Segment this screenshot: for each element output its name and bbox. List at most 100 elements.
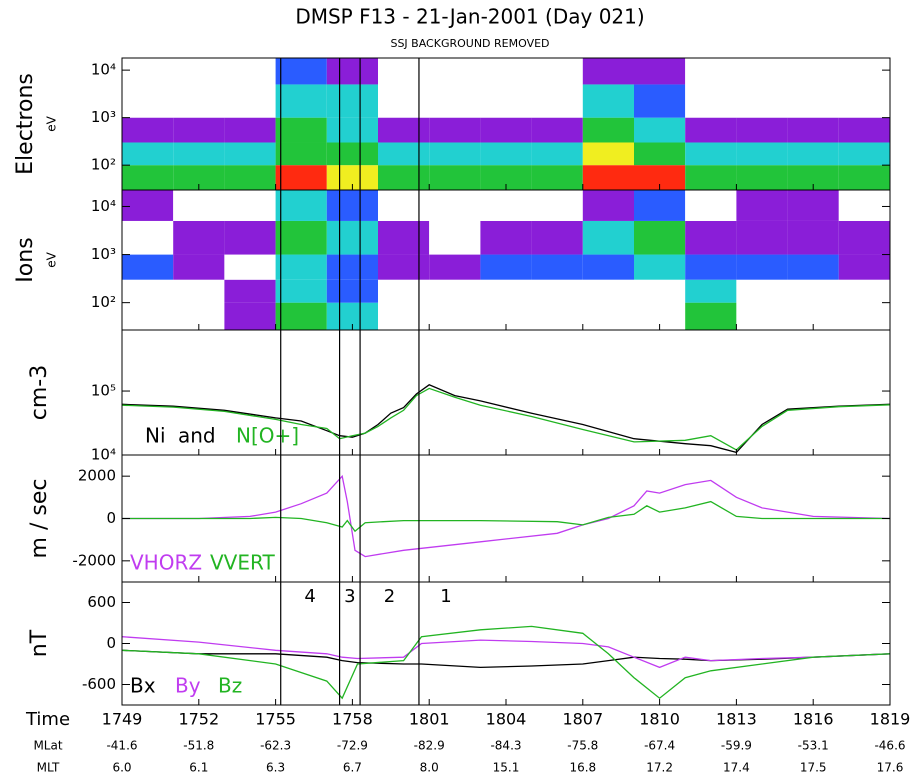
mlt-value: 17.5 bbox=[800, 761, 827, 775]
data-line bbox=[121, 387, 891, 451]
x-tick-label: 1749 bbox=[102, 710, 143, 729]
spectrogram-cell bbox=[736, 58, 788, 85]
mlat-value: -41.6 bbox=[106, 739, 137, 753]
mlat-value: -59.9 bbox=[721, 739, 752, 753]
y-tick-label: -2000 bbox=[72, 551, 116, 569]
spectrogram-cell bbox=[480, 254, 532, 280]
spectrogram-cell bbox=[787, 190, 839, 221]
spectrogram-cell bbox=[122, 220, 174, 255]
y-tick-label: 10² bbox=[91, 293, 116, 311]
legend-label: N[O+] bbox=[236, 424, 299, 448]
spectrogram-cell bbox=[173, 84, 225, 118]
spectrogram-cell bbox=[378, 302, 430, 330]
spectrogram-cell bbox=[582, 165, 634, 190]
mlt-value: 17.6 bbox=[877, 761, 904, 775]
x-tick-label: 1804 bbox=[486, 710, 527, 729]
mlat-value: -84.3 bbox=[490, 739, 521, 753]
spectrogram-cell bbox=[582, 190, 634, 221]
spectrogram-cell bbox=[736, 84, 788, 118]
spectrogram-cell bbox=[582, 254, 634, 280]
y-tick-label: 10⁴ bbox=[91, 446, 116, 464]
legend-label: Ni bbox=[145, 424, 166, 448]
row-label: MLat bbox=[33, 739, 62, 753]
region-label: 1 bbox=[440, 586, 451, 607]
mlt-value: 16.8 bbox=[569, 761, 596, 775]
spectrogram-cell bbox=[582, 302, 634, 330]
spectrogram-cell bbox=[531, 279, 583, 303]
spectrogram-cell bbox=[634, 220, 686, 255]
spectrogram-cell bbox=[634, 58, 686, 85]
y-tick-label: 600 bbox=[87, 593, 116, 611]
mlat-value: -82.9 bbox=[414, 739, 445, 753]
spectrogram-cell bbox=[275, 58, 327, 85]
y-tick-label: 10² bbox=[91, 156, 116, 174]
spectrogram-cell bbox=[531, 84, 583, 118]
spectrogram-cell bbox=[685, 254, 737, 280]
spectrogram-cell bbox=[378, 84, 430, 118]
x-tick-label: 1752 bbox=[178, 710, 219, 729]
region-label: 4 bbox=[304, 586, 315, 607]
y-tick-label: 0 bbox=[106, 634, 116, 652]
spectrogram-cell bbox=[122, 190, 174, 221]
chart-title: DMSP F13 - 21-Jan-2001 (Day 021) bbox=[295, 5, 644, 29]
spectrogram-cell bbox=[787, 142, 839, 166]
spectrogram-cell bbox=[326, 58, 378, 85]
mlat-value: -72.9 bbox=[337, 739, 368, 753]
spectrogram-cell bbox=[685, 84, 737, 118]
spectrogram-cell bbox=[429, 302, 481, 330]
spectrogram-cell bbox=[429, 254, 481, 280]
spectrogram-cell bbox=[531, 117, 583, 143]
y-tick-label: -600 bbox=[82, 675, 116, 693]
spectrogram-cell bbox=[429, 117, 481, 143]
mlt-value: 6.0 bbox=[112, 761, 131, 775]
spectrogram-cell bbox=[378, 117, 430, 143]
x-tick-label: 1813 bbox=[716, 710, 757, 729]
spectrogram-cell bbox=[378, 254, 430, 280]
spectrogram-cell bbox=[480, 142, 532, 166]
spectrogram-cell bbox=[685, 165, 737, 190]
spectrogram-cell bbox=[173, 58, 225, 85]
spectrogram-cell bbox=[480, 58, 532, 85]
data-line bbox=[121, 384, 891, 454]
spectrogram-cell bbox=[634, 279, 686, 303]
legend-label: Bz bbox=[218, 674, 242, 698]
spectrogram-cell bbox=[429, 142, 481, 166]
spectrogram-cell bbox=[582, 84, 634, 118]
y-axis-label: m / sec bbox=[27, 479, 52, 559]
spectrogram-cell bbox=[224, 220, 276, 255]
x-tick-label: 1801 bbox=[409, 710, 450, 729]
region-label: 3 bbox=[344, 586, 355, 607]
region-label: 2 bbox=[384, 586, 395, 607]
spectrogram-cell bbox=[787, 117, 839, 143]
spectrogram-cell bbox=[634, 254, 686, 280]
spectrogram-cell bbox=[838, 142, 890, 166]
legend-label: Bx bbox=[130, 674, 156, 698]
spectrogram-cell bbox=[275, 142, 327, 166]
mlt-value: 8.0 bbox=[420, 761, 439, 775]
spectrogram-cell bbox=[224, 190, 276, 221]
y-axis-unit: eV bbox=[45, 115, 59, 131]
spectrogram-cell bbox=[736, 254, 788, 280]
legend-label: By bbox=[175, 674, 201, 698]
x-tick-label: 1758 bbox=[332, 710, 373, 729]
spectrogram-cell bbox=[736, 190, 788, 221]
mlat-value: -62.3 bbox=[260, 739, 291, 753]
spectrogram-cell bbox=[378, 58, 430, 85]
spectrogram-cell bbox=[582, 142, 634, 166]
spectrogram-cell bbox=[275, 279, 327, 303]
spectrogram-cell bbox=[224, 279, 276, 303]
mlt-value: 6.1 bbox=[189, 761, 208, 775]
x-tick-label: 1819 bbox=[870, 710, 911, 729]
spectrogram-cell bbox=[838, 58, 890, 85]
spectrogram-cell bbox=[122, 165, 174, 190]
spectrogram-cell bbox=[685, 302, 737, 330]
spectrogram-cell bbox=[480, 279, 532, 303]
spectrogram-cell bbox=[685, 220, 737, 255]
x-tick-label: 1816 bbox=[793, 710, 834, 729]
spectrogram-cell bbox=[531, 165, 583, 190]
spectrogram-cell bbox=[480, 190, 532, 221]
spectrogram-cell bbox=[122, 117, 174, 143]
mlt-value: 15.1 bbox=[493, 761, 520, 775]
